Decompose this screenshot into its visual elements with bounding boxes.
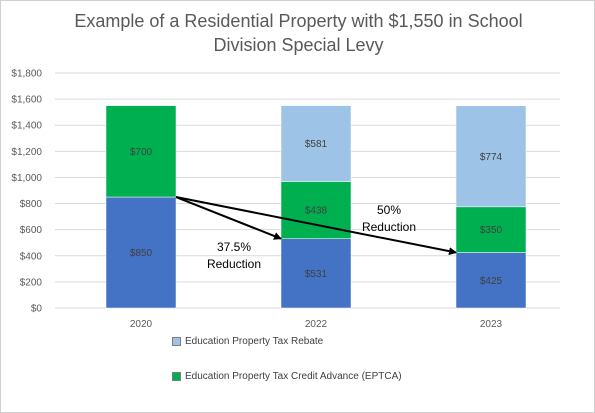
bar-data-label: $581 [305,139,328,150]
reduction-arrow [175,196,457,256]
reduction-annotation-text: Reduction [207,257,261,271]
x-tick-label: 2023 [480,319,503,330]
bar-segment [280,238,352,309]
bar-data-label: $438 [305,206,328,217]
y-tick-label: $1,000 [11,173,42,184]
legend-swatch-eptca [172,371,181,381]
chart-title: Example of a Residential Property with $… [41,9,556,57]
legend-swatch-rebate [172,336,181,346]
chart-title-line-1: Example of a Residential Property with $… [74,11,523,31]
y-tick-label: $200 [20,277,43,288]
bar-data-label: $850 [130,248,153,259]
reduction-annotation-text: Reduction [362,220,416,234]
bar-data-label: $350 [480,225,503,236]
reduction-annotation-text: 37.5% [217,240,251,254]
bar-segment [105,105,177,198]
bar-data-label: $425 [480,276,503,287]
bar-data-label: $700 [130,147,153,158]
bar-segment [455,252,527,309]
y-tick-label: $800 [20,199,43,210]
legend-item-eptca: Education Property Tax Credit Advance (E… [172,371,402,383]
bar-segment [105,196,177,309]
legend-label-rebate: Education Property Tax Rebate [185,336,324,347]
bar-segment [455,105,527,208]
y-tick-label: $1,400 [11,121,42,132]
chart-title-line-2: Division Special Levy [213,35,384,55]
x-tick-label: 2022 [305,319,328,330]
y-tick-label: $1,200 [11,147,42,158]
y-tick-label: $600 [20,225,43,236]
reduction-annotation-text: 50% [377,203,401,217]
bar-segment [280,105,352,182]
legend-label-eptca: Education Property Tax Credit Advance (E… [185,371,402,382]
x-tick-label: 2020 [130,319,153,330]
y-tick-label: $1,800 [11,69,42,80]
bar-segment [455,206,527,253]
y-tick-label: $1,600 [11,95,42,106]
y-tick-label: $400 [20,251,43,262]
bar-data-label: $774 [480,152,503,163]
bar-data-label: $531 [305,269,328,280]
reduction-arrow [175,196,282,240]
legend-item-rebate: Education Property Tax Rebate [172,336,323,348]
y-tick-label: $0 [31,304,43,315]
